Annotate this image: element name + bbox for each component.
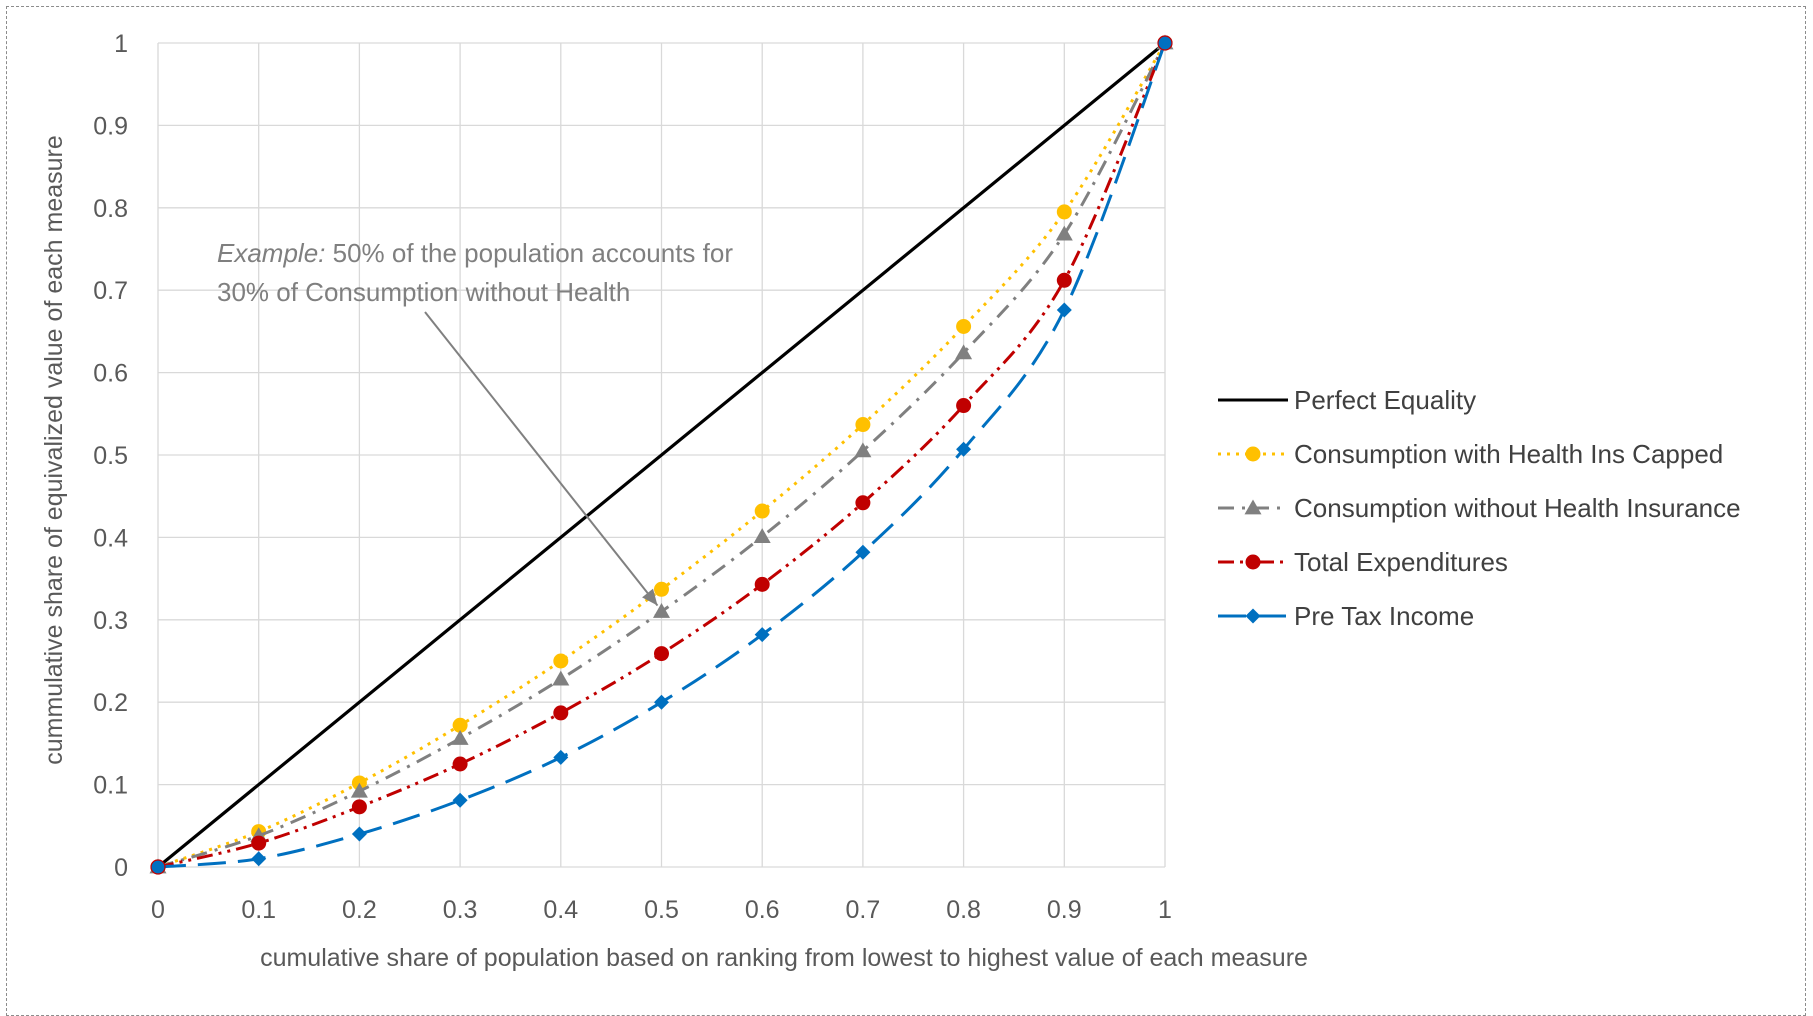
annotation-arrow-line: [424, 311, 659, 607]
y-tick-label: 0.1: [93, 772, 128, 800]
x-tick-label: 0.7: [846, 896, 881, 924]
y-axis-title: cummulative share of equivalized value o…: [40, 135, 68, 765]
data-point-consumption-with-health-ins-capped: [754, 503, 770, 519]
data-point-pre-tax-income: [452, 792, 468, 808]
series-line-consumption-without-health-insurance: [157, 42, 1167, 869]
legend-item-pre-tax-income: Pre Tax Income: [1218, 601, 1474, 631]
data-point-consumption-with-health-ins-capped: [1056, 204, 1072, 220]
data-point-consumption-with-health-ins-capped: [654, 581, 669, 597]
data-point-consumption-without-health-insurance: [552, 670, 570, 686]
data-point-consumption-without-health-insurance: [451, 729, 469, 745]
legend-item-consumption-with-health-ins-capped: Consumption with Health Ins Capped: [1218, 439, 1723, 469]
x-tick-label: 0.1: [241, 896, 276, 924]
series-pre-tax-income: [150, 35, 1173, 875]
annotation-line-1: Example: 50% of the population accounts …: [217, 238, 733, 268]
y-tick-label: 0: [114, 854, 128, 882]
legend-label: Consumption with Health Ins Capped: [1294, 439, 1723, 469]
series-line-perfect-equality: [156, 41, 1167, 869]
x-tick-label: 0.9: [1047, 896, 1082, 924]
legend-label: Consumption without Health Insurance: [1294, 493, 1741, 523]
legend-item-total-expenditures: Total Expenditures: [1218, 547, 1508, 577]
annotation: Example: 50% of the population accounts …: [217, 238, 733, 607]
legend-item-consumption-without-health-insurance: Consumption without Health Insurance: [1218, 493, 1741, 523]
annotation-line-2: 30% of Consumption without Health: [217, 277, 630, 307]
data-point-total-expenditures: [351, 799, 367, 815]
data-point-consumption-with-health-ins-capped: [956, 318, 972, 334]
x-tick-label: 0.6: [745, 896, 780, 924]
axes: 0 0.1 0.2 0.3 0.4 0.5 0.6 0.7 0.8 0.9 1 0 0.1 0.2 0.3 0…: [93, 30, 1172, 924]
data-point-pre-tax-income: [956, 441, 972, 457]
series-perfect-equality: [156, 41, 1167, 869]
data-point-total-expenditures: [654, 646, 669, 662]
y-tick-label: 0.3: [93, 607, 128, 635]
y-tick-label: 0.5: [93, 442, 128, 470]
data-point-consumption-with-health-ins-capped: [855, 417, 871, 433]
data-point-total-expenditures: [956, 398, 972, 414]
x-tick-label: 0.8: [946, 896, 981, 924]
legend: Perfect Equality Consumption with Health …: [1218, 385, 1741, 631]
legend-item-perfect-equality: Perfect Equality: [1218, 385, 1476, 415]
data-point-pre-tax-income: [251, 851, 267, 867]
annotation-line-1-rest: 50% of the population accounts for: [325, 238, 733, 268]
data-point-consumption-with-health-ins-capped: [553, 653, 569, 669]
data-point-total-expenditures: [754, 576, 770, 592]
data-point-pre-tax-income: [553, 749, 569, 765]
data-point-pre-tax-income: [351, 826, 367, 842]
series-line-total-expenditures: [157, 42, 1167, 869]
legend-marker: [1245, 554, 1261, 570]
legend-marker: [1244, 499, 1262, 515]
x-tick-label: 0: [151, 896, 165, 924]
data-point-consumption-without-health-insurance: [1055, 225, 1073, 241]
y-tick-label: 0.7: [93, 277, 128, 305]
legend-marker: [1245, 446, 1261, 462]
x-tick-label: 0.5: [644, 896, 679, 924]
x-tick-label: 0.3: [443, 896, 478, 924]
legend-label: Pre Tax Income: [1294, 601, 1474, 631]
data-point-consumption-without-health-insurance: [350, 782, 368, 798]
data-point-consumption-without-health-insurance: [653, 603, 670, 618]
data-point-total-expenditures: [452, 756, 468, 772]
x-tick-label: 0.2: [342, 896, 377, 924]
series-lines: [149, 34, 1174, 875]
y-tick-label: 0.2: [93, 689, 128, 717]
y-tick-label: 0.9: [93, 112, 128, 140]
data-point-consumption-without-health-insurance: [955, 344, 973, 360]
y-tick-label: 1: [114, 30, 128, 58]
data-point-total-expenditures: [1056, 272, 1072, 288]
data-point-total-expenditures: [251, 835, 267, 851]
data-point-consumption-with-health-ins-capped: [452, 717, 468, 733]
data-point-total-expenditures: [553, 705, 569, 721]
x-axis-title: cumulative share of population based on …: [260, 944, 1308, 972]
annotation-arrow-head: [642, 588, 658, 606]
data-point-pre-tax-income: [754, 627, 770, 643]
legend-label: Total Expenditures: [1294, 547, 1508, 577]
data-point-pre-tax-income: [1056, 302, 1072, 318]
x-tick-label: 0.4: [543, 896, 578, 924]
series-line-pre-tax-income: [157, 42, 1167, 869]
legend-marker: [1245, 608, 1261, 624]
data-point-consumption-without-health-insurance: [753, 528, 771, 543]
data-point-total-expenditures: [855, 495, 871, 511]
legend-label: Perfect Equality: [1294, 385, 1476, 415]
data-point-pre-tax-income: [654, 694, 669, 710]
y-tick-label: 0.6: [93, 360, 128, 388]
x-tick-label: 1: [1158, 896, 1172, 924]
y-tick-label: 0.4: [93, 524, 128, 552]
y-tick-label: 0.8: [93, 195, 128, 223]
data-point-consumption-without-health-insurance: [854, 442, 872, 458]
annotation-prefix: Example:: [217, 238, 325, 268]
data-point-pre-tax-income: [855, 544, 871, 560]
endpoint-marker: [1157, 35, 1173, 51]
endpoint-marker: [150, 859, 166, 875]
